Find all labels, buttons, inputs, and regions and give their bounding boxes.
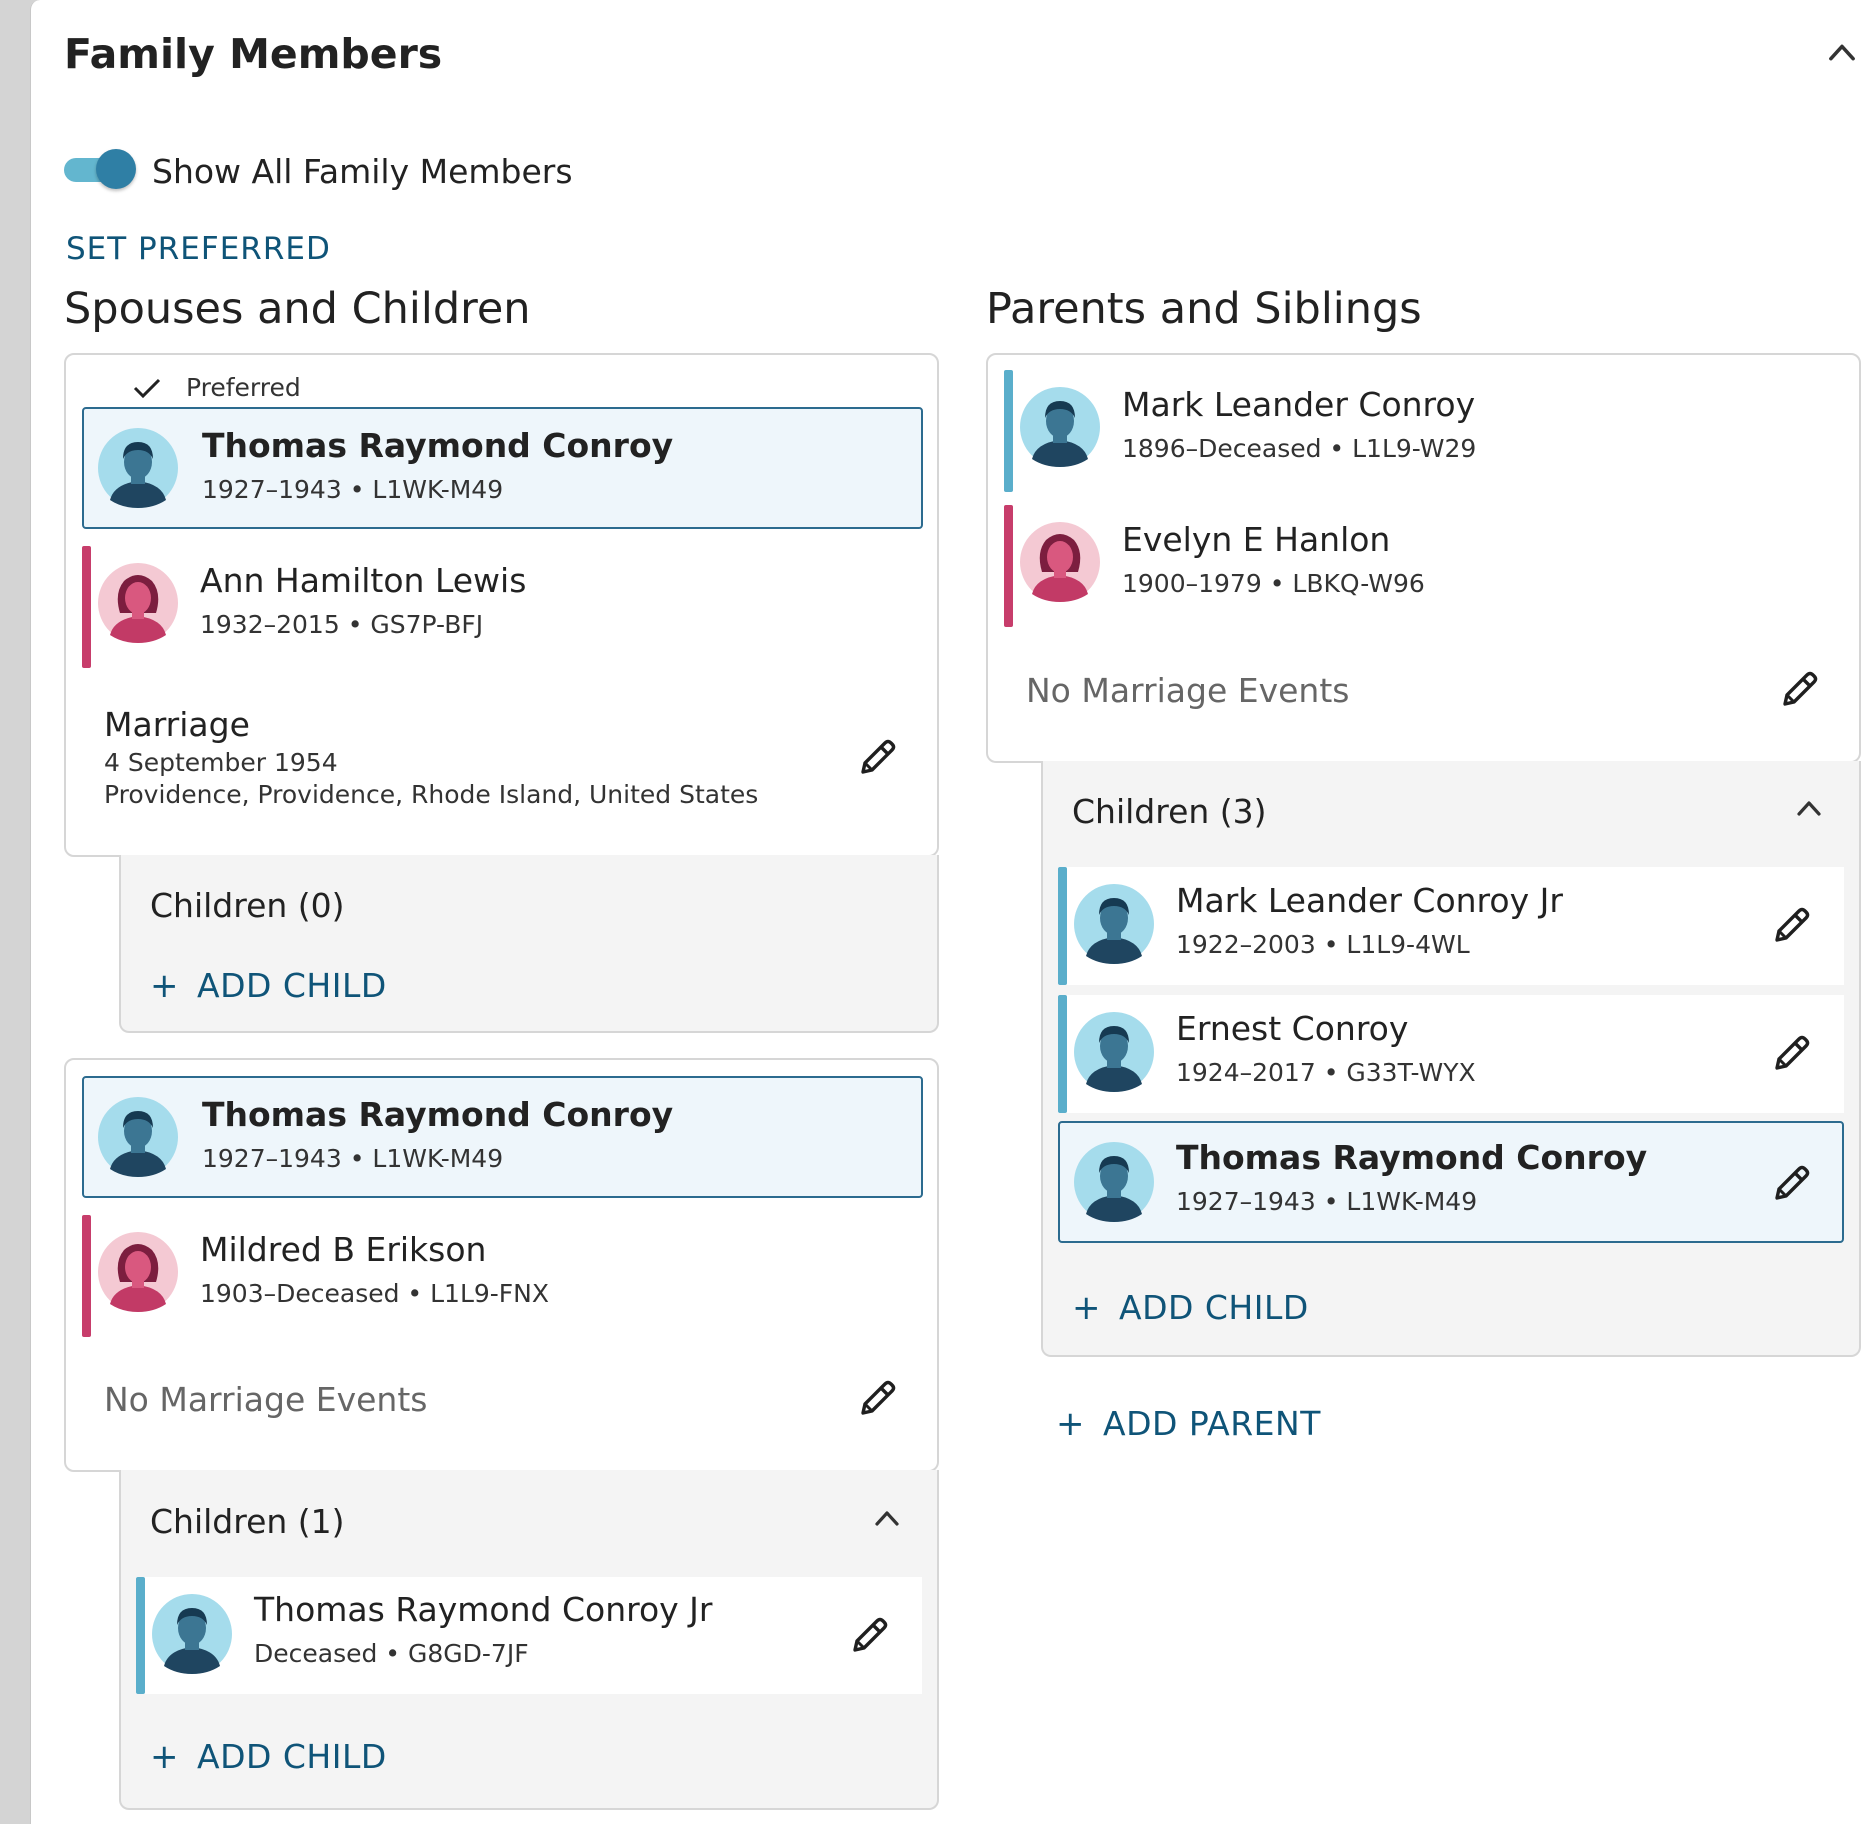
add-child-label: ADD CHILD — [197, 1737, 387, 1776]
pencil-icon[interactable] — [846, 1613, 892, 1659]
parents-section-title: Parents and Siblings — [986, 284, 1422, 334]
child-row-selected[interactable]: Thomas Raymond Conroy 1927–1943 • L1WK-M… — [1058, 1121, 1844, 1243]
male-avatar-icon — [1074, 884, 1154, 964]
parent-row-father[interactable]: Mark Leander Conroy 1896–Deceased • L1L9… — [1004, 370, 1845, 492]
add-child-label: ADD CHILD — [1119, 1288, 1309, 1327]
person-name: Thomas Raymond Conroy — [1176, 1138, 1648, 1177]
chevron-up-icon[interactable] — [1822, 32, 1862, 72]
person-name: Ann Hamilton Lewis — [200, 561, 527, 600]
spouse-row-husband[interactable]: Thomas Raymond Conroy 1927–1943 • L1WK-M… — [82, 1076, 923, 1198]
person-info: 1924–2017 • G33T-WYX — [1176, 1058, 1476, 1087]
plus-icon: + — [1056, 1404, 1085, 1444]
preferred-label: Preferred — [186, 373, 301, 402]
female-indicator-bar — [82, 1215, 91, 1337]
plus-icon: + — [150, 966, 179, 1006]
female-avatar-icon — [1020, 522, 1100, 602]
person-info: Deceased • G8GD-7JF — [254, 1639, 529, 1668]
spouse-row-wife[interactable]: Mildred B Erikson 1903–Deceased • L1L9-F… — [82, 1215, 923, 1337]
check-icon — [133, 378, 161, 399]
toggle-label: Show All Family Members — [152, 152, 573, 191]
spouse-row-wife[interactable]: Ann Hamilton Lewis 1932–2015 • GS7P-BFJ — [82, 546, 923, 668]
pencil-icon[interactable] — [1768, 1161, 1814, 1207]
male-avatar-icon — [1074, 1012, 1154, 1092]
children-title: Children (0) — [150, 886, 345, 925]
person-info: 1900–1979 • LBKQ-W96 — [1122, 569, 1425, 598]
person-name: Thomas Raymond Conroy — [202, 426, 674, 465]
male-indicator-bar — [1004, 370, 1013, 492]
spouse-row-husband[interactable]: Thomas Raymond Conroy 1927–1943 • L1WK-M… — [82, 407, 923, 529]
add-child-button[interactable]: + ADD CHILD — [1072, 1288, 1309, 1328]
person-name: Mildred B Erikson — [200, 1230, 487, 1269]
add-child-label: ADD CHILD — [197, 966, 387, 1005]
male-avatar-icon — [98, 428, 178, 508]
plus-icon: + — [1072, 1288, 1101, 1328]
pencil-icon[interactable] — [1768, 1031, 1814, 1077]
person-name: Mark Leander Conroy — [1122, 385, 1476, 424]
add-child-button[interactable]: + ADD CHILD — [150, 1737, 387, 1777]
person-info: 1927–1943 • L1WK-M49 — [1176, 1187, 1478, 1216]
person-info: 1922–2003 • L1L9-4WL — [1176, 930, 1470, 959]
person-name: Mark Leander Conroy Jr — [1176, 881, 1563, 920]
family-members-panel: Family Members Show All Family Members S… — [30, 0, 1870, 1824]
chevron-up-icon[interactable] — [869, 1500, 905, 1536]
male-indicator-bar — [1058, 995, 1067, 1113]
person-info: 1927–1943 • L1WK-M49 — [202, 1144, 504, 1173]
parent-row-mother[interactable]: Evelyn E Hanlon 1900–1979 • LBKQ-W96 — [1004, 505, 1845, 627]
female-indicator-bar — [1004, 505, 1013, 627]
pencil-icon[interactable] — [854, 1376, 900, 1422]
male-indicator-bar — [1058, 867, 1067, 985]
no-marriage-events: No Marriage Events — [104, 1380, 428, 1419]
child-row[interactable]: Ernest Conroy 1924–2017 • G33T-WYX — [1058, 995, 1844, 1113]
pencil-icon[interactable] — [1768, 903, 1814, 949]
male-avatar-icon — [1074, 1142, 1154, 1222]
male-avatar-icon — [98, 1097, 178, 1177]
person-info: 1932–2015 • GS7P-BFJ — [200, 610, 484, 639]
male-indicator-bar — [136, 1577, 145, 1694]
no-marriage-events: No Marriage Events — [1026, 671, 1350, 710]
children-section — [119, 855, 939, 1033]
spouses-section-title: Spouses and Children — [64, 284, 531, 334]
person-name: Thomas Raymond Conroy Jr — [254, 1590, 713, 1629]
marriage-event-place: Providence, Providence, Rhode Island, Un… — [104, 780, 759, 809]
male-avatar-icon — [1020, 387, 1100, 467]
add-parent-button[interactable]: + ADD PARENT — [1056, 1404, 1321, 1444]
add-child-button[interactable]: + ADD CHILD — [150, 966, 387, 1006]
pencil-icon[interactable] — [1776, 667, 1822, 713]
add-parent-label: ADD PARENT — [1103, 1404, 1321, 1443]
pencil-icon[interactable] — [854, 735, 900, 781]
children-title: Children (3) — [1072, 792, 1267, 831]
female-avatar-icon — [98, 1232, 178, 1312]
set-preferred-button[interactable]: SET PREFERRED — [66, 231, 331, 267]
show-all-toggle[interactable] — [64, 147, 140, 191]
marriage-event-date: 4 September 1954 — [104, 748, 338, 777]
person-info: 1927–1943 • L1WK-M49 — [202, 475, 504, 504]
panel-title: Family Members — [64, 30, 443, 78]
person-info: 1896–Deceased • L1L9-W29 — [1122, 434, 1477, 463]
person-name: Ernest Conroy — [1176, 1009, 1409, 1048]
child-row[interactable]: Thomas Raymond Conroy Jr Deceased • G8GD… — [136, 1577, 922, 1694]
toggle-knob — [96, 149, 136, 189]
children-title: Children (1) — [150, 1502, 345, 1541]
person-name: Thomas Raymond Conroy — [202, 1095, 674, 1134]
female-avatar-icon — [98, 563, 178, 643]
person-info: 1903–Deceased • L1L9-FNX — [200, 1279, 550, 1308]
marriage-event-title: Marriage — [104, 705, 250, 744]
child-row[interactable]: Mark Leander Conroy Jr 1922–2003 • L1L9-… — [1058, 867, 1844, 985]
person-name: Evelyn E Hanlon — [1122, 520, 1391, 559]
male-avatar-icon — [152, 1594, 232, 1674]
chevron-up-icon[interactable] — [1791, 790, 1827, 826]
female-indicator-bar — [82, 546, 91, 668]
plus-icon: + — [150, 1737, 179, 1777]
